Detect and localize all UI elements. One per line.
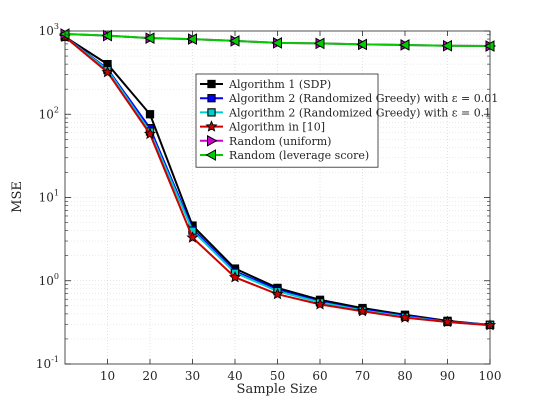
- star-marker: [143, 127, 157, 140]
- triangle-left-marker: [143, 32, 155, 45]
- minor-grid: [65, 34, 490, 340]
- legend-box: [195, 73, 379, 168]
- triangle-left-marker: [58, 28, 70, 40]
- square-marker: [145, 110, 155, 119]
- triangle-left-marker: [205, 149, 216, 161]
- star-marker: [228, 270, 242, 283]
- triangle-left-marker: [228, 35, 240, 47]
- x-tick-label: 50: [270, 369, 285, 383]
- triangle-left-marker: [398, 39, 410, 51]
- legend-entry: Algorithm 1 (SDP): [200, 78, 331, 91]
- star-marker: [271, 287, 284, 300]
- triangle-right-marker: [207, 134, 218, 147]
- y-tick-label: 103: [39, 22, 59, 38]
- x-tick-label: 30: [185, 369, 200, 383]
- square-marker: [207, 108, 216, 117]
- x-tick-label: 20: [142, 369, 157, 383]
- x-tick-label: 40: [227, 369, 242, 383]
- x-tick-label: 80: [397, 369, 412, 383]
- legend-entry: Random (leverage score): [200, 149, 369, 162]
- triangle-left-marker: [186, 33, 197, 45]
- star-marker: [313, 298, 327, 310]
- triangle-left-marker: [271, 37, 282, 49]
- tick-labels: 10 20 30 40 50 60 70 80 90 100 10-1 100 101 102 103: [36, 22, 502, 383]
- series-6: [58, 28, 495, 52]
- x-tick-label: 70: [355, 369, 370, 383]
- y-tick-label: 100: [39, 272, 59, 288]
- legend-entry: Algorithm 2 (Randomized Greedy) with ε =…: [200, 106, 491, 119]
- axis-ticks: [65, 30, 491, 365]
- legend-entry: Algorithm in [10]: [200, 120, 325, 134]
- legend-label: Random (leverage score): [229, 149, 369, 162]
- triangle-left-marker: [101, 29, 112, 42]
- legend-label: Algorithm 2 (Randomized Greedy) with ε =…: [228, 92, 498, 105]
- y-axis-label: MSE: [10, 181, 25, 213]
- square-marker: [207, 94, 216, 103]
- star-marker: [186, 231, 199, 243]
- x-tick-label: 60: [312, 369, 327, 383]
- triangle-left-marker: [441, 39, 452, 52]
- x-tick-label: 10: [100, 369, 115, 383]
- legend-label: Algorithm 1 (SDP): [228, 78, 331, 91]
- legend-label: Algorithm in [10]: [228, 121, 325, 134]
- x-axis-label: Sample Size: [237, 382, 318, 397]
- triangle-left-marker: [313, 37, 325, 50]
- y-tick-label: 102: [39, 105, 59, 121]
- square-marker: [207, 79, 216, 89]
- star-marker: [356, 304, 369, 317]
- star-marker: [398, 311, 412, 323]
- triangle-left-marker: [483, 40, 495, 52]
- star-marker: [205, 120, 218, 132]
- legend-label: Random (uniform): [229, 135, 331, 148]
- y-tick-label: 101: [39, 189, 59, 205]
- star-marker: [101, 65, 114, 78]
- star-marker: [441, 315, 454, 328]
- x-tick-label: 100: [479, 369, 502, 383]
- x-tick-label: 90: [440, 369, 455, 383]
- legend-entry: Random (uniform): [200, 135, 331, 148]
- legend-entry: Algorithm 2 (Randomized Greedy) with ε =…: [200, 92, 498, 105]
- legend-label: Algorithm 2 (Randomized Greedy) with ε =…: [228, 106, 491, 119]
- triangle-left-marker: [356, 38, 367, 51]
- y-tick-label: 10-1: [36, 355, 59, 371]
- legend: Algorithm 1 (SDP)Algorithm 2 (Randomized…: [195, 73, 498, 168]
